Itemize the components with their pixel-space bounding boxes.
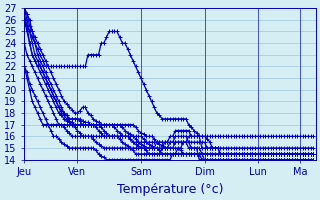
X-axis label: Température (°c): Température (°c) — [117, 183, 223, 196]
